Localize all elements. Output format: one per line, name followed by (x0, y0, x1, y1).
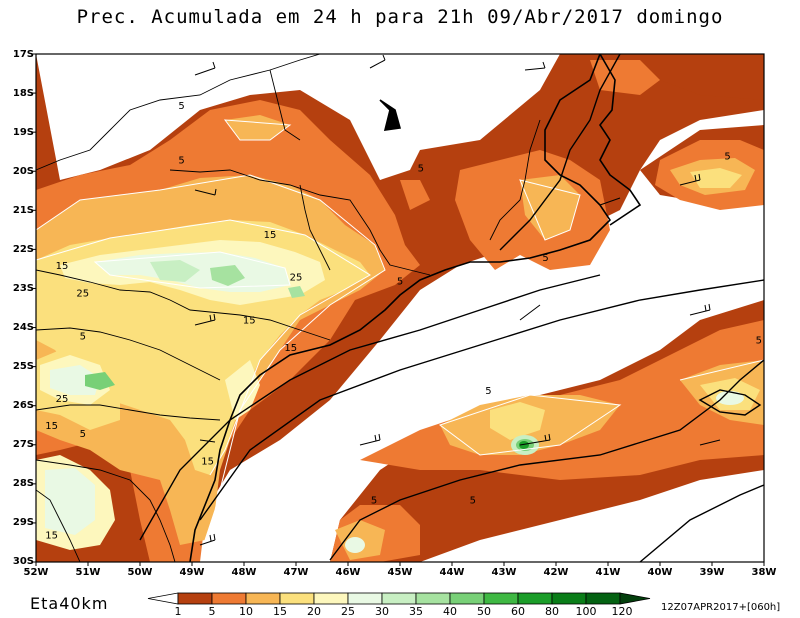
lon-label: 44W (439, 567, 465, 578)
colorbar-swatch (483, 592, 519, 605)
coastline (189, 54, 642, 562)
colorbar-swatch (347, 592, 383, 605)
lon-label: 49W (179, 567, 205, 578)
contour-label: 5 (80, 429, 86, 440)
lon-label: 51W (75, 567, 101, 578)
colorbar-level-label: 40 (443, 605, 457, 618)
colorbar-level-label: 1 (174, 605, 182, 618)
lon-label: 48W (231, 567, 257, 578)
colorbar-arrow-left (147, 592, 179, 605)
contour-label: 15 (284, 343, 297, 354)
political-borders (36, 54, 541, 562)
lon-label: 38W (751, 567, 777, 578)
colorbar-arrow-right (619, 592, 651, 605)
colorbar-swatch (211, 592, 247, 605)
contour-label: 15 (201, 456, 214, 467)
lon-label: 45W (387, 567, 413, 578)
map-title: Prec. Acumulada em 24 h para 21h 09/Abr/… (76, 6, 724, 28)
lat-label: 21S (12, 205, 34, 216)
contour-label: 5 (397, 277, 403, 288)
lat-label: 28S (12, 478, 34, 489)
precipitation-field (36, 54, 764, 562)
colorbar-level-label: 60 (511, 605, 525, 618)
contour-label: 15 (45, 421, 58, 432)
lon-label: 40W (647, 567, 673, 578)
axis-ticks (32, 53, 765, 566)
colorbar-swatch (279, 592, 315, 605)
model-name: Eta40km (30, 594, 109, 613)
lon-label: 46W (335, 567, 361, 578)
lat-label: 22S (12, 244, 34, 255)
contour-label: 5 (178, 101, 184, 112)
colorbar-level-label: 20 (307, 605, 321, 618)
contour-label: 25 (56, 394, 69, 405)
colorbar-swatch (381, 592, 417, 605)
colorbar-level-label: 30 (375, 605, 389, 618)
colorbar-level-label: 100 (575, 605, 597, 618)
colorbar (147, 592, 651, 605)
contour-label: 25 (76, 288, 89, 299)
contour-label: 5 (756, 335, 762, 346)
colorbar-swatch (245, 592, 281, 605)
wind-barbs (194, 54, 721, 546)
contour-label: 15 (56, 261, 69, 272)
colorbar-swatch (177, 592, 213, 605)
lon-label: 43W (491, 567, 517, 578)
contour-label: 5 (724, 152, 730, 163)
lon-label: 42W (543, 567, 569, 578)
lat-label: 17S (12, 49, 34, 60)
lon-label: 39W (699, 567, 725, 578)
lat-label: 24S (12, 322, 34, 333)
colorbar-level-label: 120 (611, 605, 633, 618)
contour-label: 5 (371, 495, 377, 506)
lat-label: 26S (12, 400, 34, 411)
lon-label: 41W (595, 567, 621, 578)
colorbar-swatch (585, 592, 621, 605)
contour-label: 5 (418, 163, 424, 174)
colorbar-level-label: 25 (341, 605, 355, 618)
lat-label: 27S (12, 439, 34, 450)
lat-label: 25S (12, 361, 34, 372)
lat-label: 19S (12, 127, 34, 138)
contour-label: 5 (542, 253, 548, 264)
contour-label: 5 (485, 386, 491, 397)
colorbar-level-label: 80 (545, 605, 559, 618)
contour-label: 25 (290, 273, 303, 284)
contour-label: 5 (178, 156, 184, 167)
colorbar-level-label: 50 (477, 605, 491, 618)
colorbar-swatch (415, 592, 451, 605)
colorbar-level-label: 35 (409, 605, 423, 618)
colorbar-level-label: 15 (273, 605, 287, 618)
precip-contours (36, 119, 764, 541)
lat-label: 29S (12, 517, 34, 528)
lat-label: 30S (12, 556, 34, 567)
contour-label: 5 (470, 495, 476, 506)
lon-label: 52W (23, 567, 49, 578)
colorbar-swatch (551, 592, 587, 605)
contour-labels: 5 5 5 5 5 5 15 15 25 25 15 15 5 25 15 5 15 15 5 5 5 5 (45, 101, 762, 542)
pressure-lines (139, 54, 764, 562)
contour-label: 15 (45, 531, 58, 542)
precip-level-30mm-plus (85, 260, 744, 553)
contour-label: 5 (80, 331, 86, 342)
contour-label: 15 (243, 316, 256, 327)
lon-label: 50W (127, 567, 153, 578)
colorbar-swatch (449, 592, 485, 605)
run-label: 12Z07APR2017+[060h] (661, 602, 781, 613)
contour-label: 15 (264, 230, 277, 241)
colorbar-swatch (313, 592, 349, 605)
colorbar-swatch (517, 592, 553, 605)
lat-label: 20S (12, 166, 34, 177)
colorbar-level-label: 5 (208, 605, 216, 618)
colorbar-level-label: 10 (239, 605, 253, 618)
lat-label: 23S (12, 283, 34, 294)
lat-label: 18S (12, 88, 34, 99)
lon-label: 47W (283, 567, 309, 578)
